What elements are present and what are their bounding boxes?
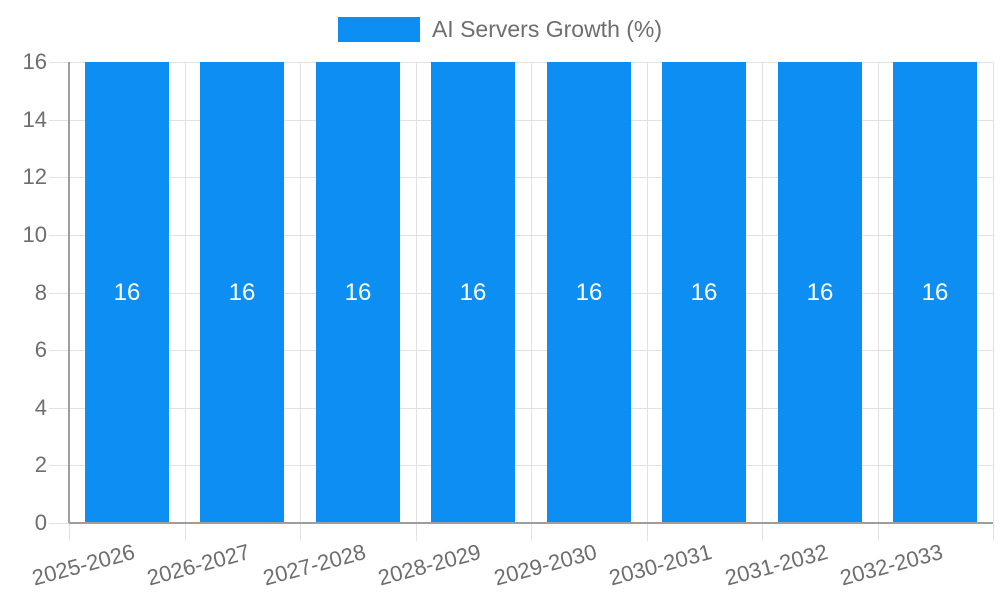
x-grid-line: [993, 62, 994, 541]
bar-value-label: 16: [690, 278, 718, 306]
y-tick-label: 6: [34, 337, 47, 362]
bar[interactable]: 16: [316, 62, 400, 523]
x-tick-label: 2032-2033: [837, 539, 946, 591]
x-grid-line: [185, 62, 186, 541]
y-grid-line: [49, 235, 993, 236]
legend-label: AI Servers Growth (%): [431, 16, 663, 42]
x-grid-line: [647, 62, 648, 541]
y-tick-label: 2: [34, 452, 47, 477]
x-tick-label: 2028-2029: [375, 539, 484, 591]
x-grid-line: [531, 62, 532, 541]
x-grid-line: [762, 62, 763, 541]
y-grid-line: [49, 465, 993, 466]
x-tick-label: 2030-2031: [606, 539, 715, 591]
x-tick-label: 2025-2026: [29, 539, 138, 591]
y-grid-line: [49, 408, 993, 409]
x-tick-label: 2026-2027: [144, 539, 253, 591]
y-axis-line: [68, 62, 70, 523]
bar-value-label: 16: [806, 278, 834, 306]
legend-swatch-icon: [337, 17, 420, 42]
y-grid-line: [49, 177, 993, 178]
y-tick-label: 0: [34, 510, 47, 535]
bar[interactable]: 16: [547, 62, 631, 523]
bar[interactable]: 16: [200, 62, 284, 523]
y-tick-label: 14: [22, 107, 47, 132]
bar[interactable]: 16: [431, 62, 515, 523]
bar-value-label: 16: [921, 278, 949, 306]
x-tick-label: 2031-2032: [722, 539, 831, 591]
y-grid-line: [49, 293, 993, 294]
bar[interactable]: 16: [662, 62, 746, 523]
y-grid-line: [49, 350, 993, 351]
x-grid-line: [878, 62, 879, 541]
bar[interactable]: 16: [893, 62, 977, 523]
bar-value-label: 16: [459, 278, 487, 306]
y-grid-line: [49, 120, 993, 121]
bar[interactable]: 16: [778, 62, 862, 523]
bar[interactable]: 16: [85, 62, 169, 523]
x-axis-line: [69, 522, 993, 524]
x-tick-label: 2029-2030: [491, 539, 600, 591]
bar-value-label: 16: [575, 278, 603, 306]
y-tick-label: 16: [22, 49, 47, 74]
y-tick-label: 12: [22, 164, 47, 189]
x-grid-line: [300, 62, 301, 541]
y-grid-line: [49, 62, 993, 63]
legend[interactable]: AI Servers Growth (%): [0, 17, 1000, 42]
y-tick-label: 10: [22, 222, 47, 247]
bar-value-label: 16: [344, 278, 372, 306]
bar-value-label: 16: [228, 278, 256, 306]
y-tick-label: 8: [34, 280, 47, 305]
bar-value-label: 16: [113, 278, 141, 306]
x-tick-label: 2027-2028: [260, 539, 369, 591]
y-tick-label: 4: [34, 395, 47, 420]
x-grid-line: [416, 62, 417, 541]
